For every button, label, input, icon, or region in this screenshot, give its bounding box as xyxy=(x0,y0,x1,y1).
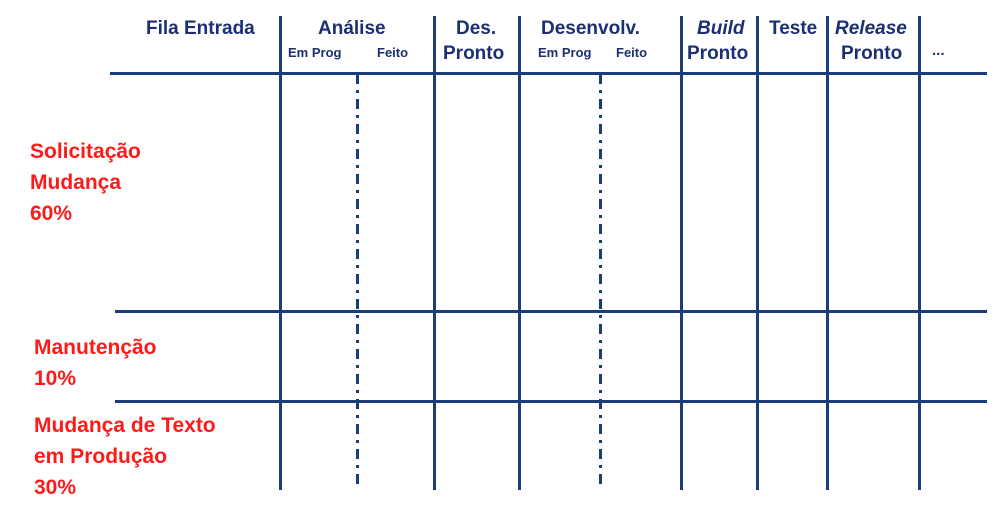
lane-label-mudanca-de-texto: Mudança de Texto em Produção 30% xyxy=(34,410,216,503)
column-header-des-pronto-line1: Des. xyxy=(456,18,497,39)
lane-label-percent: 60% xyxy=(30,202,73,225)
column-header-desenvolv: Desenvolv. xyxy=(541,18,640,39)
column-divider-6 xyxy=(826,16,829,490)
lane-label-percent: 10% xyxy=(34,367,77,390)
lane-label-percent: 30% xyxy=(34,476,77,499)
lane-label-manutencao: Manutenção 10% xyxy=(34,332,157,394)
lane-label-line: Mudança de Texto xyxy=(34,414,216,437)
column-header-fila-entrada: Fila Entrada xyxy=(146,18,255,39)
column-header-analise: Análise xyxy=(318,18,386,39)
column-header-build-line2: Pronto xyxy=(687,43,749,64)
desenvolv-subcolumn-divider xyxy=(599,74,602,490)
column-header-release-line1: Release xyxy=(835,18,907,39)
column-header-build-line1: Build xyxy=(697,18,745,39)
column-divider-4 xyxy=(680,16,683,490)
column-divider-7 xyxy=(918,16,921,490)
lane-label-line: em Produção xyxy=(34,445,168,468)
header-divider-line xyxy=(110,72,987,75)
column-header-des-pronto-line2: Pronto xyxy=(443,43,505,64)
lane-label-line: Manutenção xyxy=(34,336,157,359)
column-divider-3 xyxy=(518,16,521,490)
column-divider-5 xyxy=(756,16,759,490)
lane-label-solicitacao-mudanca: Solicitação Mudança 60% xyxy=(30,136,141,229)
column-header-teste: Teste xyxy=(769,18,818,39)
lane-label-line: Solicitação xyxy=(30,140,141,163)
subcolumn-header-analise-feito: Feito xyxy=(377,45,409,60)
subcolumn-header-desenvolv-em-prog: Em Prog xyxy=(538,45,592,60)
analise-subcolumn-divider xyxy=(356,74,359,490)
column-header-more: ... xyxy=(932,42,945,59)
lane-label-line: Mudança xyxy=(30,171,122,194)
subcolumn-header-desenvolv-feito: Feito xyxy=(616,45,648,60)
column-header-release-line2: Pronto xyxy=(841,43,903,64)
column-divider-1 xyxy=(279,16,282,490)
lane-divider-1 xyxy=(115,310,987,313)
subcolumn-header-analise-em-prog: Em Prog xyxy=(288,45,342,60)
column-divider-2 xyxy=(433,16,436,490)
lane-divider-2 xyxy=(115,400,987,403)
